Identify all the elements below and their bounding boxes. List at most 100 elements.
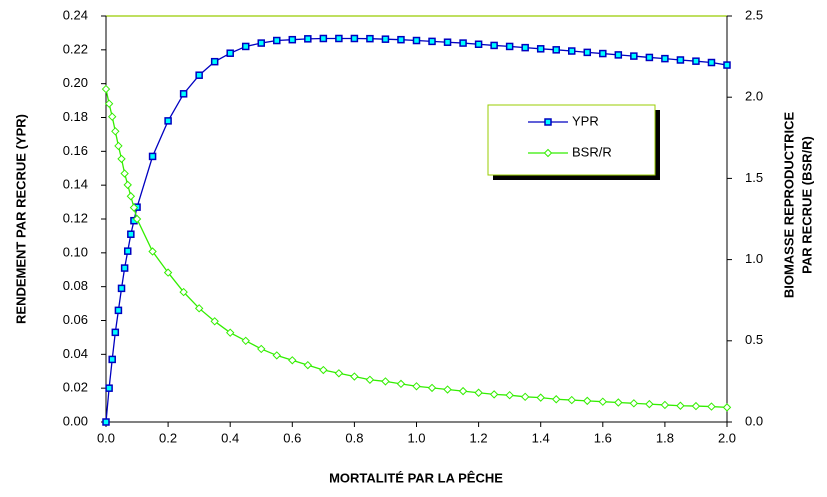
marker (210, 317, 219, 326)
marker (179, 287, 188, 297)
marker (335, 34, 343, 43)
marker (111, 328, 120, 337)
y-tick-label: 0.08 (63, 278, 88, 293)
marker (536, 45, 545, 53)
marker (304, 35, 312, 43)
marker (273, 36, 281, 45)
x-tick-label: 0.6 (283, 430, 301, 445)
x-tick-label: 1.4 (532, 430, 550, 445)
marker (661, 54, 669, 63)
marker (241, 336, 250, 346)
marker (723, 61, 731, 69)
marker (148, 247, 157, 256)
marker (707, 58, 716, 67)
marker (334, 369, 344, 378)
marker (132, 214, 142, 224)
marker (120, 169, 129, 178)
marker (303, 360, 313, 370)
y2-tick-label: 0.0 (745, 413, 763, 428)
marker (350, 372, 359, 381)
y2-tick-label: 2.0 (745, 89, 763, 104)
marker (676, 401, 685, 410)
legend-label: BSR/R (572, 144, 612, 159)
marker (114, 306, 123, 315)
marker (104, 99, 114, 108)
y-tick-label: 0.02 (63, 380, 88, 395)
marker (225, 328, 235, 337)
marker (599, 49, 607, 58)
marker (645, 399, 654, 409)
marker (127, 230, 135, 238)
marker (350, 34, 359, 43)
y2-tick-label: 1.5 (745, 170, 763, 185)
y-tick-label: 0.18 (63, 109, 88, 124)
marker (257, 344, 266, 354)
marker (126, 192, 136, 201)
marker (630, 52, 638, 60)
y2-axis-title: PAR RECRUE (BSR/R) (799, 136, 814, 274)
marker (520, 392, 530, 402)
marker (614, 51, 623, 59)
marker (288, 35, 297, 44)
y2-axis-title: BIOMASSE REPRODUCTRICE (781, 112, 796, 299)
marker (544, 118, 552, 126)
marker (210, 57, 219, 66)
x-tick-label: 1.2 (470, 430, 488, 445)
y-tick-label: 0.12 (63, 210, 88, 225)
y2-tick-label: 1.0 (745, 251, 763, 266)
marker (412, 36, 421, 45)
marker (691, 401, 701, 411)
y-tick-label: 0.20 (63, 75, 88, 90)
marker (443, 38, 452, 46)
marker (179, 90, 188, 98)
marker (489, 390, 499, 399)
x-tick-label: 2.0 (718, 430, 736, 445)
marker (645, 53, 654, 62)
marker (117, 154, 126, 164)
marker (629, 399, 639, 408)
marker (427, 383, 437, 393)
marker (129, 203, 139, 212)
marker (105, 384, 113, 392)
marker (474, 40, 483, 49)
marker (366, 34, 374, 43)
y-tick-label: 0.04 (63, 346, 88, 361)
marker (288, 356, 297, 365)
marker (241, 42, 250, 51)
marker (458, 386, 468, 396)
marker (521, 43, 529, 52)
y-tick-label: 0.16 (63, 143, 88, 158)
y-tick-label: 0.10 (63, 244, 88, 259)
marker (583, 396, 592, 406)
marker (117, 284, 126, 293)
marker (543, 148, 553, 158)
x-tick-label: 0.2 (159, 430, 177, 445)
marker (412, 382, 421, 391)
y-tick-label: 0.00 (63, 413, 88, 428)
marker (660, 400, 670, 410)
marker (381, 377, 390, 386)
legend (487, 104, 656, 176)
y-tick-label: 0.24 (63, 7, 88, 22)
series-line (105, 37, 728, 423)
marker (381, 35, 390, 43)
x-tick-label: 1.6 (594, 430, 612, 445)
marker (536, 393, 545, 402)
marker (443, 385, 452, 394)
marker (505, 42, 514, 51)
x-axis-title: MORTALITÉ PAR LA PÊCHE (329, 470, 503, 485)
legend-label: YPR (572, 113, 599, 128)
marker (163, 268, 173, 277)
marker (428, 37, 436, 46)
marker (101, 84, 111, 94)
x-tick-label: 0.8 (345, 430, 363, 445)
marker (114, 141, 123, 151)
marker (272, 351, 281, 360)
marker (102, 418, 110, 426)
y2-tick-label: 0.5 (745, 332, 763, 347)
marker (722, 403, 732, 412)
marker (614, 398, 623, 407)
marker (319, 34, 328, 43)
y-tick-label: 0.14 (63, 177, 88, 192)
